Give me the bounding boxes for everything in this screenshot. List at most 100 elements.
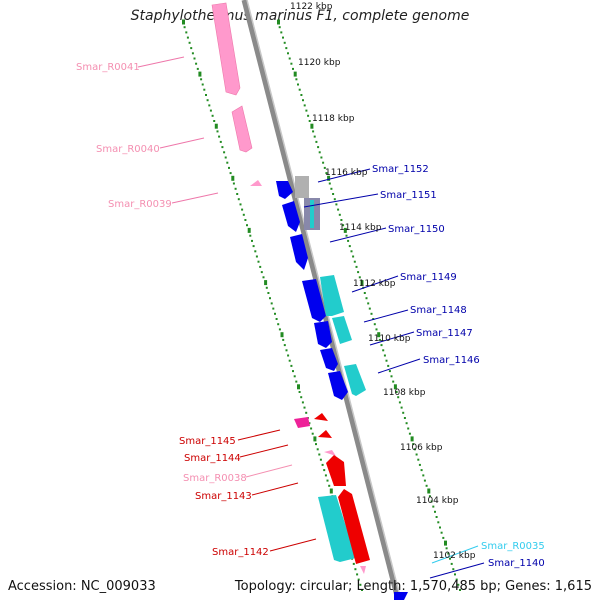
tick-mark-right [282, 36, 284, 39]
tick-mark-right [387, 364, 390, 367]
tick-mark-right [302, 99, 304, 102]
gene-label-smar-1148[interactable]: Smar_1148 [410, 305, 467, 316]
tick-mark-right [317, 146, 320, 149]
cds-arrow-blue[interactable] [314, 321, 332, 348]
cds-arrow-red[interactable] [338, 489, 370, 564]
tick-mark-right [295, 78, 298, 81]
tick-mark-right [363, 292, 366, 294]
tick-mark-right [395, 391, 398, 393]
tick-mark-right [454, 573, 456, 576]
tick-mark-right [413, 448, 416, 451]
match-block[interactable] [318, 495, 356, 562]
tick-mark-left [183, 26, 186, 29]
tick-mark-right [373, 323, 376, 326]
cds-arrow-red[interactable] [314, 413, 328, 421]
feature-striped-accent [310, 200, 314, 228]
gene-label-smar-1142[interactable]: Smar_1142 [212, 547, 269, 558]
gene-label-smar-r0041[interactable]: Smar_R0041 [76, 62, 140, 73]
cds-arrow-red[interactable] [318, 430, 332, 438]
tick-mark-right [312, 130, 315, 133]
tick-mark-right [370, 312, 373, 315]
cds-arrow-blue[interactable] [320, 348, 338, 371]
scale-label-1102: 1102 kbp [433, 551, 476, 561]
tick-mark-left [329, 488, 333, 494]
feature-smar-r0035[interactable] [360, 566, 366, 574]
tick-mark-left [293, 375, 296, 378]
tick-mark-left [190, 47, 193, 50]
match-block[interactable] [344, 364, 366, 396]
cds-arrow-blue[interactable] [290, 234, 308, 270]
tick-mark-right [313, 135, 316, 138]
tick-mark-right [335, 203, 338, 206]
gene-label-smar-1147[interactable]: Smar_1147 [416, 328, 473, 339]
gene-label-smar-r0035[interactable]: Smar_R0035 [481, 541, 545, 552]
tick-mark-right [338, 213, 341, 216]
gene-label-smar-1152[interactable]: Smar_1152 [372, 164, 429, 175]
tick-mark-left [239, 203, 242, 206]
tick-mark-right [440, 531, 443, 534]
scale-label-1120: 1120 kbp [298, 58, 341, 68]
tick-mark-left [236, 193, 239, 195]
cds-arrow-blue-bottom[interactable] [394, 592, 408, 600]
tick-mark-right [288, 57, 291, 60]
tick-mark-right [343, 227, 347, 233]
tick-mark-right [318, 151, 321, 154]
gene-label-smar-r0039[interactable]: Smar_R0039 [108, 199, 172, 210]
tick-mark-left [191, 52, 194, 55]
cds-arrow-red[interactable] [326, 455, 346, 486]
gene-label-smar-1149[interactable]: Smar_1149 [400, 272, 457, 283]
tick-mark-left [205, 94, 207, 96]
tick-mark-right [410, 436, 414, 442]
tick-mark-right [375, 328, 378, 331]
gene-label-smar-1144[interactable]: Smar_1144 [184, 453, 241, 464]
tick-mark-right [445, 547, 448, 550]
tick-mark-left [323, 469, 326, 472]
tick-mark-right [347, 239, 350, 242]
tick-mark-right [459, 589, 461, 591]
tick-mark-right [290, 62, 293, 65]
tick-mark-left [196, 67, 199, 70]
gene-label-smar-1140[interactable]: Smar_1140 [488, 558, 545, 569]
tick-mark-left [260, 271, 263, 274]
left-tick-ring [182, 19, 363, 591]
feature-smar-r0039[interactable] [250, 180, 262, 186]
tick-mark-right [352, 255, 355, 258]
cds-arrow-blue[interactable] [276, 181, 293, 199]
tick-mark-left [209, 109, 212, 112]
feature-smar-1145-magenta[interactable] [294, 417, 310, 428]
tick-mark-left [182, 19, 185, 25]
tick-mark-left [319, 458, 322, 461]
tick-mark-left [214, 123, 218, 129]
tick-mark-left [265, 286, 268, 289]
cds-arrow-blue[interactable] [282, 201, 300, 232]
gene-label-smar-1143[interactable]: Smar_1143 [195, 491, 252, 502]
gene-label-smar-1145[interactable]: Smar_1145 [179, 436, 236, 447]
tick-mark-right [342, 224, 345, 227]
feature-smar-r0040[interactable] [231, 105, 253, 153]
tick-mark-left [310, 427, 313, 430]
tick-mark-right [449, 557, 451, 560]
tick-mark-left [254, 250, 257, 253]
tick-mark-left [262, 276, 265, 279]
tick-mark-left [257, 260, 260, 263]
tick-mark-right [377, 332, 381, 338]
tick-mark-right [332, 193, 335, 195]
cds-arrow-blue[interactable] [302, 279, 326, 322]
tick-mark-left [297, 384, 300, 390]
gene-label-smar-1146[interactable]: Smar_1146 [423, 355, 480, 366]
match-block[interactable] [332, 316, 352, 344]
gene-label-smar-1151[interactable]: Smar_1151 [380, 190, 437, 201]
gene-label-smar-r0040[interactable]: Smar_R0040 [96, 144, 160, 155]
tick-mark-left [321, 463, 324, 466]
tick-mark-right [444, 540, 447, 546]
gene-label-smar-r0038[interactable]: Smar_R0038 [183, 473, 247, 484]
cds-arrow-blue[interactable] [328, 371, 348, 400]
gene-label-smar-1150[interactable]: Smar_1150 [388, 224, 445, 235]
tick-mark-left [305, 411, 308, 414]
feature-smar-r0038[interactable] [324, 450, 336, 456]
tick-mark-right [455, 578, 458, 581]
tick-mark-right [355, 265, 358, 268]
tick-mark-right [283, 41, 286, 44]
feature-smar-r0041[interactable] [211, 2, 241, 96]
match-block[interactable] [320, 275, 344, 316]
